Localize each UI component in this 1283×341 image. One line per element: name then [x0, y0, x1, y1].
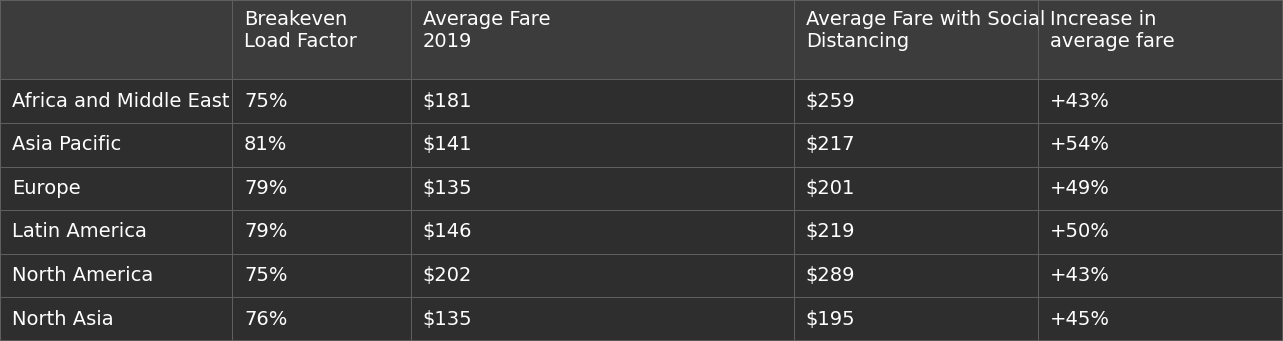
Text: Europe: Europe	[12, 179, 81, 198]
Text: +43%: +43%	[1051, 92, 1110, 110]
Text: 81%: 81%	[244, 135, 287, 154]
Bar	[411, 254, 794, 297]
Text: 75%: 75%	[244, 92, 287, 110]
Bar	[0, 79, 232, 123]
Text: $289: $289	[806, 266, 856, 285]
Bar	[232, 0, 411, 79]
Bar	[794, 297, 1038, 341]
Bar	[0, 297, 232, 341]
Text: Asia Pacific: Asia Pacific	[12, 135, 122, 154]
Bar	[1038, 79, 1283, 123]
Bar	[411, 123, 794, 166]
Bar	[232, 297, 411, 341]
Bar	[1038, 297, 1283, 341]
Text: $217: $217	[806, 135, 856, 154]
Bar	[794, 123, 1038, 166]
Bar	[794, 254, 1038, 297]
Bar	[1038, 210, 1283, 254]
Text: $201: $201	[806, 179, 854, 198]
Bar	[411, 79, 794, 123]
Bar	[0, 254, 232, 297]
Text: 79%: 79%	[244, 222, 287, 241]
Text: Average Fare
2019: Average Fare 2019	[422, 10, 550, 50]
Bar	[1038, 254, 1283, 297]
Bar	[232, 123, 411, 166]
Text: $219: $219	[806, 222, 856, 241]
Bar	[411, 166, 794, 210]
Bar	[794, 0, 1038, 79]
Text: Increase in
average fare: Increase in average fare	[1051, 10, 1175, 50]
Text: Latin America: Latin America	[12, 222, 146, 241]
Bar	[0, 0, 232, 79]
Bar	[232, 79, 411, 123]
Text: $141: $141	[422, 135, 472, 154]
Bar	[411, 0, 794, 79]
Bar	[1038, 123, 1283, 166]
Text: +54%: +54%	[1051, 135, 1110, 154]
Text: $195: $195	[806, 310, 856, 329]
Text: +49%: +49%	[1051, 179, 1110, 198]
Text: 75%: 75%	[244, 266, 287, 285]
Bar	[0, 166, 232, 210]
Text: $202: $202	[422, 266, 472, 285]
Text: 76%: 76%	[244, 310, 287, 329]
Text: $259: $259	[806, 92, 856, 110]
Bar	[794, 166, 1038, 210]
Text: $146: $146	[422, 222, 472, 241]
Bar	[0, 210, 232, 254]
Bar	[794, 79, 1038, 123]
Text: Breakeven
Load Factor: Breakeven Load Factor	[244, 10, 357, 50]
Text: 79%: 79%	[244, 179, 287, 198]
Text: $135: $135	[422, 310, 472, 329]
Bar	[794, 210, 1038, 254]
Text: +43%: +43%	[1051, 266, 1110, 285]
Text: $181: $181	[422, 92, 472, 110]
Bar	[232, 166, 411, 210]
Bar	[232, 210, 411, 254]
Bar	[411, 297, 794, 341]
Bar	[1038, 0, 1283, 79]
Text: North Asia: North Asia	[12, 310, 114, 329]
Text: +50%: +50%	[1051, 222, 1110, 241]
Text: $135: $135	[422, 179, 472, 198]
Bar	[232, 254, 411, 297]
Bar	[0, 123, 232, 166]
Text: North America: North America	[12, 266, 153, 285]
Bar	[1038, 166, 1283, 210]
Text: Africa and Middle East: Africa and Middle East	[12, 92, 230, 110]
Text: Average Fare with Social
Distancing: Average Fare with Social Distancing	[806, 10, 1046, 50]
Bar	[411, 210, 794, 254]
Text: +45%: +45%	[1051, 310, 1110, 329]
